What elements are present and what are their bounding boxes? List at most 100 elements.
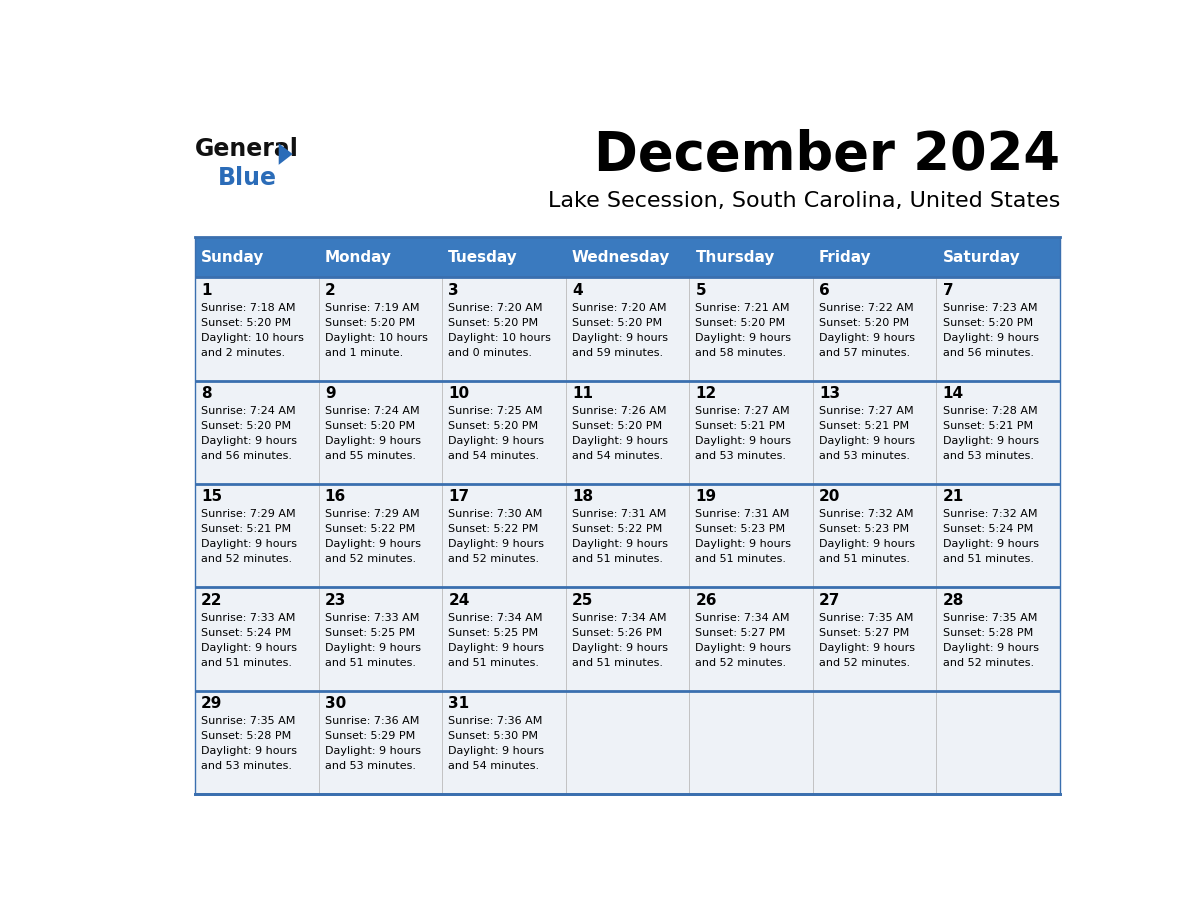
- Text: Sunrise: 7:24 AM: Sunrise: 7:24 AM: [324, 406, 419, 416]
- Bar: [936, 484, 1060, 588]
- Text: Daylight: 9 hours: Daylight: 9 hours: [201, 746, 297, 756]
- Text: 25: 25: [571, 593, 593, 608]
- Text: Sunset: 5:30 PM: Sunset: 5:30 PM: [448, 731, 538, 741]
- Text: and 53 minutes.: and 53 minutes.: [819, 451, 910, 461]
- Text: 10: 10: [448, 386, 469, 401]
- Text: 20: 20: [819, 489, 840, 504]
- Text: Sunrise: 7:18 AM: Sunrise: 7:18 AM: [201, 303, 296, 313]
- Bar: [442, 381, 565, 484]
- Text: Sunrise: 7:20 AM: Sunrise: 7:20 AM: [571, 303, 666, 313]
- Text: and 51 minutes.: and 51 minutes.: [201, 657, 292, 667]
- Text: Daylight: 10 hours: Daylight: 10 hours: [201, 332, 304, 342]
- Text: Sunset: 5:27 PM: Sunset: 5:27 PM: [819, 628, 909, 638]
- Bar: [318, 277, 442, 381]
- Text: Sunset: 5:20 PM: Sunset: 5:20 PM: [448, 421, 538, 431]
- Text: Daylight: 9 hours: Daylight: 9 hours: [324, 436, 421, 446]
- Text: Sunrise: 7:34 AM: Sunrise: 7:34 AM: [571, 612, 666, 622]
- Text: Daylight: 9 hours: Daylight: 9 hours: [448, 540, 544, 549]
- Text: Blue: Blue: [219, 166, 277, 190]
- Bar: [813, 277, 936, 381]
- Text: Daylight: 9 hours: Daylight: 9 hours: [571, 540, 668, 549]
- Text: Sunrise: 7:29 AM: Sunrise: 7:29 AM: [324, 509, 419, 520]
- Text: Daylight: 9 hours: Daylight: 9 hours: [942, 436, 1038, 446]
- Text: Wednesday: Wednesday: [571, 250, 670, 264]
- Text: Sunrise: 7:29 AM: Sunrise: 7:29 AM: [201, 509, 296, 520]
- Text: 8: 8: [201, 386, 211, 401]
- Text: Daylight: 9 hours: Daylight: 9 hours: [324, 643, 421, 653]
- Bar: [442, 690, 565, 794]
- Text: and 56 minutes.: and 56 minutes.: [201, 451, 292, 461]
- Text: 11: 11: [571, 386, 593, 401]
- Bar: [565, 277, 689, 381]
- Text: Sunset: 5:23 PM: Sunset: 5:23 PM: [695, 524, 785, 534]
- Text: 30: 30: [324, 696, 346, 711]
- Text: Sunset: 5:21 PM: Sunset: 5:21 PM: [201, 524, 291, 534]
- Text: Sunday: Sunday: [201, 250, 265, 264]
- Bar: [936, 690, 1060, 794]
- Text: 24: 24: [448, 593, 469, 608]
- Text: Sunrise: 7:27 AM: Sunrise: 7:27 AM: [819, 406, 914, 416]
- Text: Daylight: 9 hours: Daylight: 9 hours: [324, 540, 421, 549]
- Text: and 52 minutes.: and 52 minutes.: [819, 657, 910, 667]
- Text: Sunset: 5:21 PM: Sunset: 5:21 PM: [819, 421, 909, 431]
- Text: 31: 31: [448, 696, 469, 711]
- Text: Sunrise: 7:20 AM: Sunrise: 7:20 AM: [448, 303, 543, 313]
- Bar: [689, 277, 813, 381]
- Text: Sunset: 5:20 PM: Sunset: 5:20 PM: [571, 318, 662, 328]
- Text: and 51 minutes.: and 51 minutes.: [448, 657, 539, 667]
- Text: 16: 16: [324, 489, 346, 504]
- Bar: [565, 588, 689, 690]
- Text: and 54 minutes.: and 54 minutes.: [448, 761, 539, 771]
- Text: Daylight: 9 hours: Daylight: 9 hours: [324, 746, 421, 756]
- Text: Daylight: 9 hours: Daylight: 9 hours: [695, 332, 791, 342]
- Text: and 51 minutes.: and 51 minutes.: [942, 554, 1034, 565]
- Text: Sunset: 5:27 PM: Sunset: 5:27 PM: [695, 628, 785, 638]
- Text: Sunrise: 7:24 AM: Sunrise: 7:24 AM: [201, 406, 296, 416]
- Text: 15: 15: [201, 489, 222, 504]
- Text: Sunset: 5:20 PM: Sunset: 5:20 PM: [448, 318, 538, 328]
- Bar: [318, 484, 442, 588]
- Text: Daylight: 9 hours: Daylight: 9 hours: [819, 332, 915, 342]
- Bar: [442, 484, 565, 588]
- Text: and 1 minute.: and 1 minute.: [324, 348, 403, 358]
- Text: 5: 5: [695, 283, 706, 297]
- Text: 13: 13: [819, 386, 840, 401]
- Text: 19: 19: [695, 489, 716, 504]
- Text: Daylight: 9 hours: Daylight: 9 hours: [571, 436, 668, 446]
- Text: 3: 3: [448, 283, 459, 297]
- Bar: [195, 381, 318, 484]
- Text: Sunset: 5:24 PM: Sunset: 5:24 PM: [201, 628, 291, 638]
- Text: 6: 6: [819, 283, 829, 297]
- Text: Daylight: 9 hours: Daylight: 9 hours: [942, 540, 1038, 549]
- Text: 14: 14: [942, 386, 963, 401]
- Text: Sunrise: 7:36 AM: Sunrise: 7:36 AM: [448, 716, 543, 726]
- Text: Sunrise: 7:32 AM: Sunrise: 7:32 AM: [942, 509, 1037, 520]
- Bar: [936, 588, 1060, 690]
- Text: Sunset: 5:20 PM: Sunset: 5:20 PM: [695, 318, 785, 328]
- Text: and 52 minutes.: and 52 minutes.: [201, 554, 292, 565]
- Bar: [195, 588, 318, 690]
- Text: and 57 minutes.: and 57 minutes.: [819, 348, 910, 358]
- Text: Saturday: Saturday: [942, 250, 1020, 264]
- Text: and 53 minutes.: and 53 minutes.: [942, 451, 1034, 461]
- Bar: [565, 484, 689, 588]
- Text: and 0 minutes.: and 0 minutes.: [448, 348, 532, 358]
- Text: 9: 9: [324, 386, 335, 401]
- Bar: [442, 277, 565, 381]
- Text: Daylight: 9 hours: Daylight: 9 hours: [201, 643, 297, 653]
- Text: Sunrise: 7:31 AM: Sunrise: 7:31 AM: [695, 509, 790, 520]
- Text: and 51 minutes.: and 51 minutes.: [571, 554, 663, 565]
- Text: and 53 minutes.: and 53 minutes.: [324, 761, 416, 771]
- Text: Sunrise: 7:19 AM: Sunrise: 7:19 AM: [324, 303, 419, 313]
- Bar: [689, 484, 813, 588]
- Text: General: General: [195, 137, 299, 162]
- Text: Daylight: 9 hours: Daylight: 9 hours: [571, 643, 668, 653]
- Text: Sunrise: 7:26 AM: Sunrise: 7:26 AM: [571, 406, 666, 416]
- Bar: [813, 690, 936, 794]
- Text: Sunset: 5:24 PM: Sunset: 5:24 PM: [942, 524, 1032, 534]
- Text: Daylight: 10 hours: Daylight: 10 hours: [448, 332, 551, 342]
- Text: Sunset: 5:22 PM: Sunset: 5:22 PM: [571, 524, 662, 534]
- Text: Sunrise: 7:33 AM: Sunrise: 7:33 AM: [324, 612, 419, 622]
- Text: Daylight: 9 hours: Daylight: 9 hours: [695, 643, 791, 653]
- Text: Sunset: 5:20 PM: Sunset: 5:20 PM: [201, 421, 291, 431]
